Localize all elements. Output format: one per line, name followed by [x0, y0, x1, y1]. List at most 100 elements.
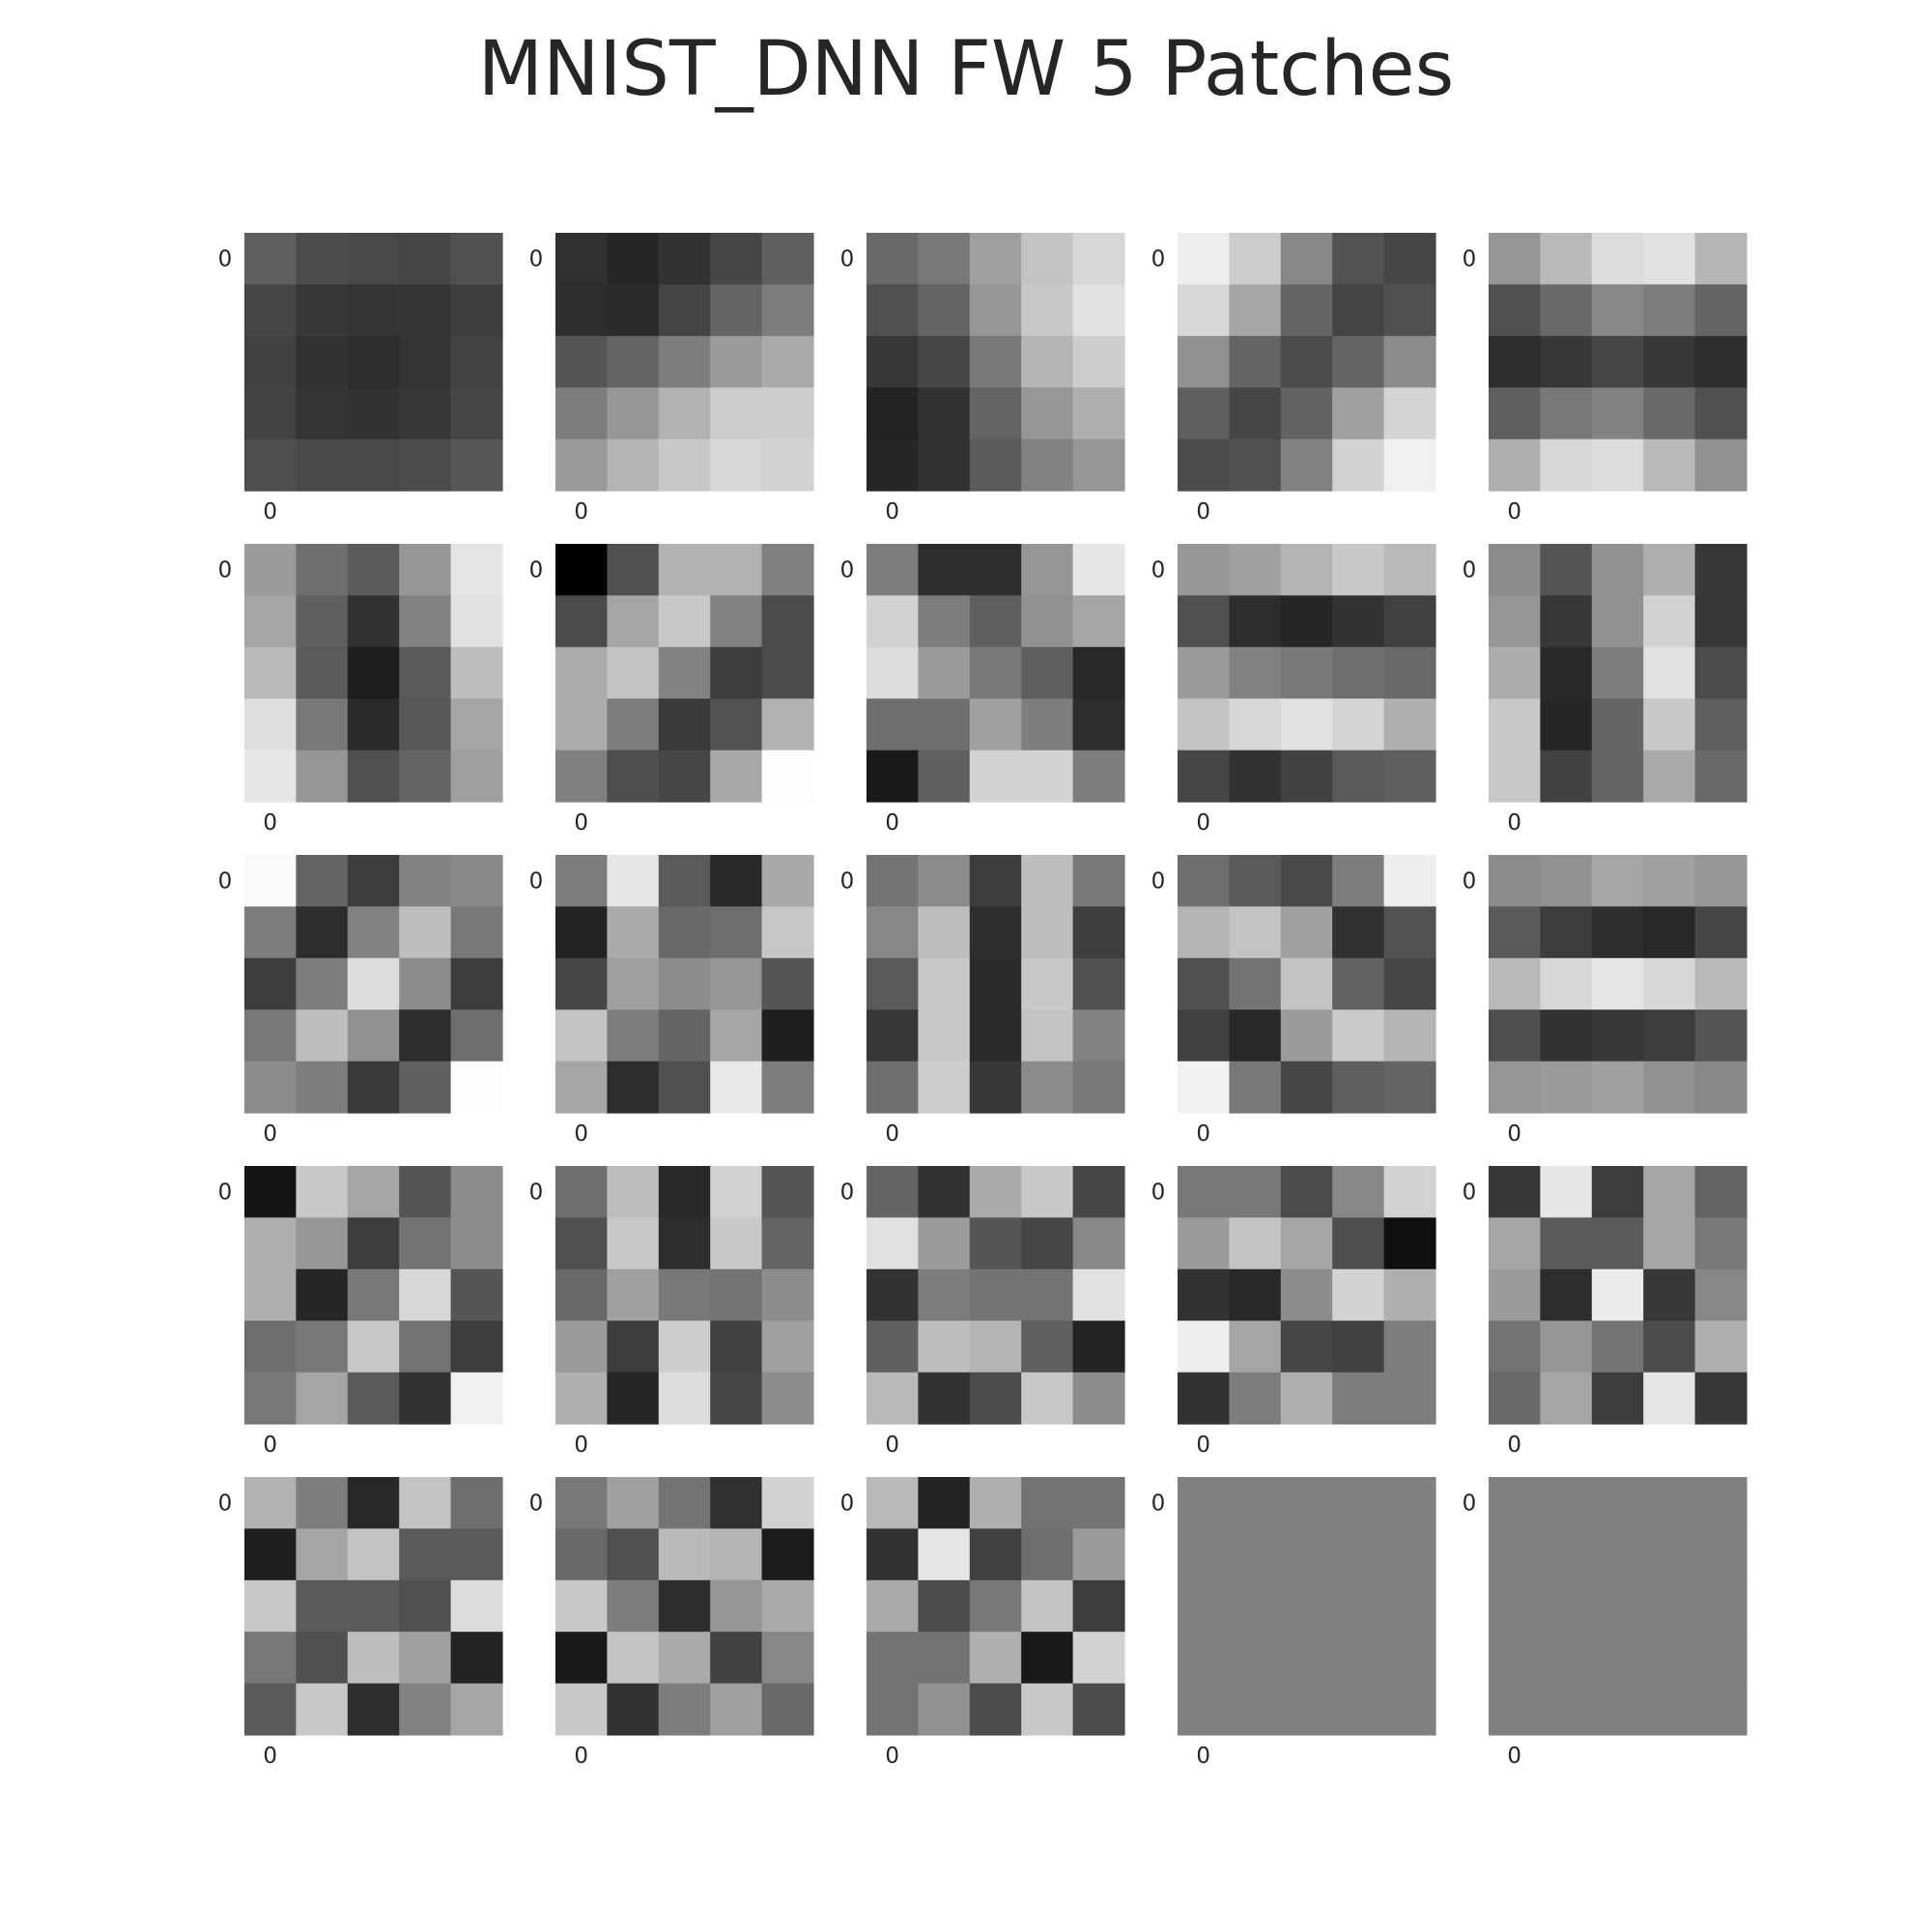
patch-cell [1540, 284, 1593, 337]
patch-cell [1643, 1009, 1696, 1063]
patch-cell [1489, 1579, 1541, 1633]
patch-cell [296, 1683, 349, 1736]
patch-cell [761, 1579, 814, 1633]
patch-cell [710, 284, 763, 337]
patch-cell [1178, 387, 1230, 440]
patch-cell [399, 1166, 452, 1218]
patch-cell [918, 1321, 971, 1374]
patch-cell [244, 1268, 297, 1321]
patch-cell [1643, 957, 1696, 1010]
patch-cell [658, 595, 711, 648]
patch-cell [1021, 544, 1074, 596]
y-tick-label: 0 [529, 869, 544, 895]
patch-cell [658, 906, 711, 959]
y-tick-label: 0 [218, 558, 233, 583]
x-tick-label: 0 [1507, 1122, 1521, 1147]
patch-cell [867, 233, 919, 285]
patch-cell [761, 1528, 814, 1581]
patch-cell [1021, 1321, 1074, 1374]
patch-cell [1280, 1061, 1333, 1114]
patch-cell [555, 957, 608, 1010]
patch-cell [1694, 1009, 1747, 1063]
patch-cell [1383, 233, 1436, 285]
patch-cell [1591, 1683, 1644, 1736]
patch-cell [399, 1632, 452, 1685]
x-tick-label: 0 [263, 810, 277, 836]
patch-cell [1229, 855, 1282, 907]
patch-cell [1643, 1061, 1696, 1114]
patch-cell [347, 233, 400, 285]
patch-cell [1643, 1632, 1696, 1685]
patch-cell [244, 1477, 297, 1529]
patch-cell [867, 1268, 919, 1321]
patch-cell [399, 750, 452, 803]
patch-cell [1332, 284, 1385, 337]
patch-cell [450, 439, 503, 492]
patch-cell [1643, 906, 1696, 959]
patch-cell [555, 1061, 608, 1114]
y-tick-label: 0 [529, 1492, 544, 1517]
x-tick-label: 0 [885, 1433, 899, 1458]
patch-cell [607, 1372, 660, 1425]
patch-cell [761, 1683, 814, 1736]
patch-cell [399, 1268, 452, 1321]
patch-cell [607, 1632, 660, 1685]
patch-cell [1591, 1372, 1644, 1425]
patch-cell [867, 1579, 919, 1633]
patch-cell [1229, 387, 1282, 440]
patch-cell [450, 335, 503, 388]
patch-cell [710, 335, 763, 388]
patch-cell [1540, 1372, 1593, 1425]
patch-cell [1694, 1166, 1747, 1218]
patch-cell [1489, 595, 1541, 648]
patch-cell [1072, 1579, 1125, 1633]
patch-cell [710, 439, 763, 492]
patch-cell [347, 1579, 400, 1633]
patch-cell [1072, 439, 1125, 492]
patch-cell [710, 1009, 763, 1063]
patch-cell [1229, 1632, 1282, 1685]
patch-cell [244, 595, 297, 648]
patch-cell [1021, 1632, 1074, 1685]
patch-12: 00 [529, 855, 814, 1147]
patch-cell [1591, 1632, 1644, 1685]
patch-cell [658, 1632, 711, 1685]
patch-cell [399, 1009, 452, 1063]
patch-cell [399, 233, 452, 285]
patch-cell [1489, 387, 1541, 440]
patch-cell [244, 233, 297, 285]
patch-cell [1280, 698, 1333, 752]
patch-cell [918, 1217, 971, 1270]
patch-cell [450, 957, 503, 1010]
patch-cell [1021, 1009, 1074, 1063]
patch-cell [1178, 1061, 1230, 1114]
patch-cell [1229, 544, 1282, 596]
patch-cell [607, 387, 660, 440]
patch-cell [969, 855, 1022, 907]
patch-cell [867, 855, 919, 907]
patch-cell [1489, 750, 1541, 803]
patch-cell [1332, 1268, 1385, 1321]
x-tick-label: 0 [885, 499, 899, 525]
patch-cell [1489, 1166, 1541, 1218]
patch-cell [1229, 233, 1282, 285]
patch-cell [1072, 855, 1125, 907]
patch-cell [969, 1166, 1022, 1218]
patch-cell [1280, 1321, 1333, 1374]
patch-cell [607, 595, 660, 648]
patch-cell [347, 855, 400, 907]
patch-cell [1072, 1061, 1125, 1114]
patch-cell [555, 698, 608, 752]
patch-cell [555, 1009, 608, 1063]
patch-cell [969, 1372, 1022, 1425]
patch-cell [710, 1217, 763, 1270]
patch-cell [1489, 233, 1541, 285]
patch-cell [761, 698, 814, 752]
patch-cell [244, 1683, 297, 1736]
patch-cell [296, 544, 349, 596]
patch-cell [1178, 1579, 1230, 1633]
patch-cell [658, 544, 711, 596]
patch-cell [1540, 906, 1593, 959]
y-tick-label: 0 [218, 1492, 233, 1517]
